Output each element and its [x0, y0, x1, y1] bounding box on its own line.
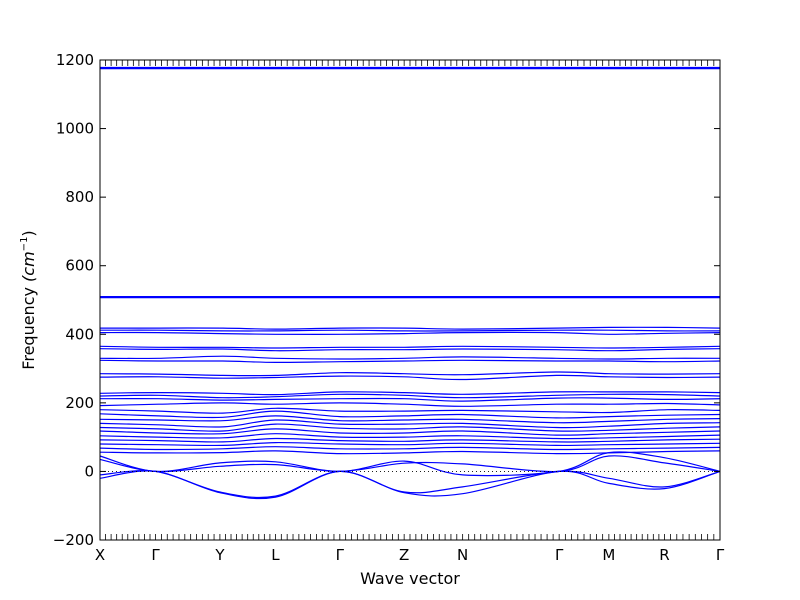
- y-axis: −200 0 200 400 600 800 1000 1200: [53, 51, 720, 549]
- y-axis-unit-exponent: −1: [19, 237, 30, 252]
- x-tick-label: Z: [399, 546, 409, 564]
- band-line: [99, 397, 721, 402]
- band-line: [99, 355, 721, 360]
- y-tick-label: 600: [65, 257, 94, 275]
- plot-frame: [99, 59, 721, 541]
- x-tick-label: L: [271, 546, 280, 564]
- y-tick-label: 800: [65, 188, 94, 206]
- band-line: [99, 393, 721, 399]
- band-line: [99, 423, 721, 432]
- band-line: [99, 415, 721, 424]
- x-tick-label: Γ: [151, 546, 160, 564]
- band-line: [99, 331, 721, 335]
- band-line: [99, 348, 721, 352]
- y-tick-label: −200: [53, 531, 94, 549]
- x-tick-label: X: [95, 546, 105, 564]
- band-line: [99, 428, 721, 436]
- x-tick-label: Γ: [336, 546, 345, 564]
- y-tick-label: 400: [65, 325, 94, 343]
- x-tick-label: N: [457, 546, 468, 564]
- band-line: [99, 402, 721, 407]
- y-axis-title-text: Frequency: [19, 287, 38, 370]
- band-line: [99, 433, 721, 440]
- y-tick-label: 1200: [56, 51, 94, 69]
- x-tick-label: R: [659, 546, 669, 564]
- x-axis-title: Wave vector: [360, 569, 460, 588]
- band-line: [99, 441, 721, 447]
- band-line: [99, 391, 721, 396]
- band-line: [99, 470, 721, 500]
- x-tick-label: Γ: [716, 546, 725, 564]
- band-line: [99, 446, 721, 451]
- y-axis-title: Frequency (cm−1): [19, 230, 38, 369]
- band-line: [100, 326, 721, 330]
- band-line: [99, 410, 721, 419]
- band-line: [99, 455, 721, 473]
- y-tick-label: 0: [84, 462, 94, 480]
- band-line: [99, 451, 721, 477]
- x-tick-label: Γ: [555, 546, 564, 564]
- x-tick-label: M: [602, 546, 615, 564]
- band-line: [99, 407, 721, 414]
- band-lines: [99, 66, 721, 500]
- x-tick-label: Y: [214, 546, 225, 564]
- band-line: [99, 374, 721, 381]
- band-line: [99, 450, 721, 455]
- y-axis-unit-close: ): [19, 230, 38, 236]
- y-tick-label: 200: [65, 394, 94, 412]
- y-tick-label: 1000: [56, 120, 94, 138]
- band-line: [99, 437, 721, 443]
- band-line: [99, 345, 721, 349]
- band-line: [99, 329, 721, 332]
- y-axis-unit: (cm: [19, 251, 38, 282]
- band-line: [99, 371, 721, 377]
- band-line: [99, 419, 721, 429]
- band-line: [99, 359, 721, 364]
